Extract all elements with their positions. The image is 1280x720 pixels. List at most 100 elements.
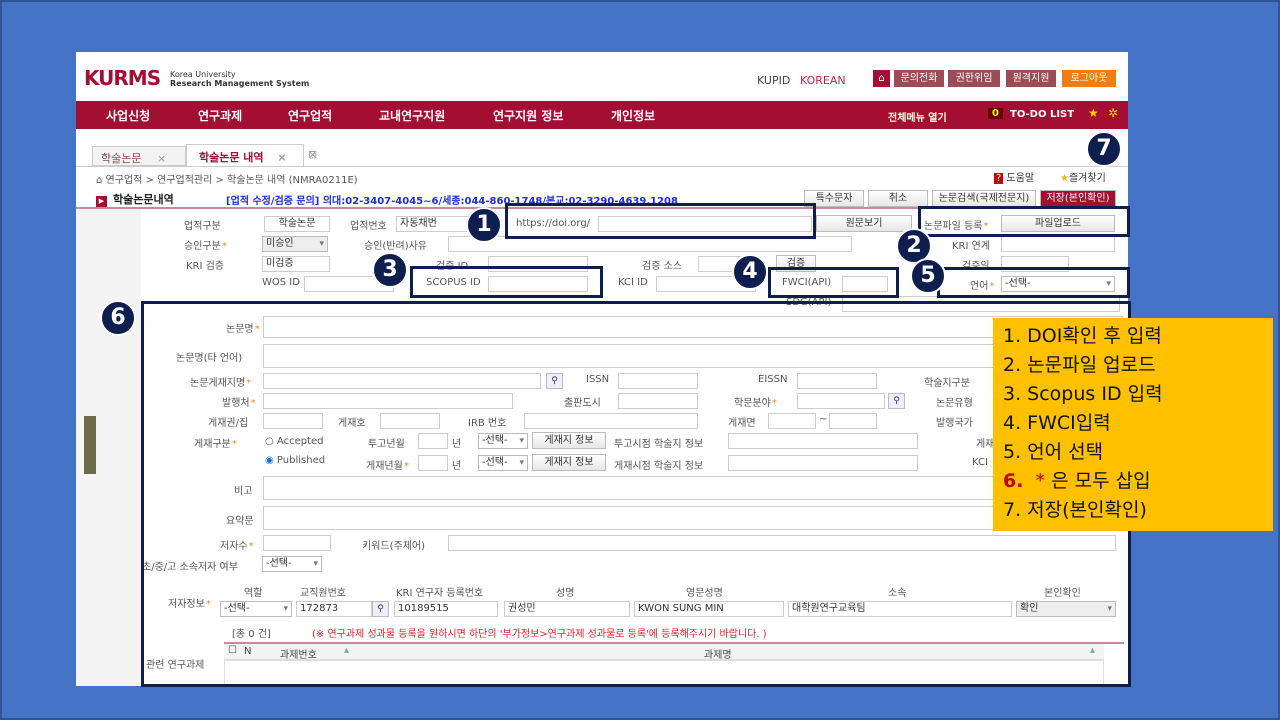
special-char-button[interactable]: 특수문자 [804,190,864,207]
kupid-link[interactable]: KUPID [757,74,791,87]
label: 투고년월 [368,439,405,450]
journal-info-button[interactable]: 게재지 정보 [532,454,606,471]
tab-papers[interactable]: 학술논문 × [92,146,186,166]
nav-item[interactable]: 연구지원 정보 [493,109,564,123]
submit-year-input[interactable] [418,433,448,449]
help-link[interactable]: ? 도움말 [994,173,1035,184]
journal-input[interactable] [263,373,541,389]
submit-info-input[interactable] [728,433,918,449]
column-header[interactable]: 과제번호 [280,650,317,661]
school-author-select[interactable]: -선택- [262,556,322,572]
nav-item[interactable]: 연구업적 [288,109,333,123]
volume-input[interactable] [263,413,323,429]
search-icon[interactable]: ⚲ [546,373,563,389]
select-all-checkbox[interactable]: ☐ [228,645,237,656]
title-other-input[interactable] [263,344,1123,368]
search-icon[interactable]: ⚲ [888,393,905,409]
callout-number: 5 [910,258,946,294]
doi-input[interactable] [598,216,812,232]
irb-input[interactable] [524,413,698,429]
pub-year-input[interactable] [418,455,448,471]
affiliation-input[interactable]: 대학원연구교육팀 [788,601,1012,617]
divider [76,166,1128,167]
instruction-item: 3. Scopus ID 입력 [1003,383,1163,405]
sort-icon[interactable]: ▴ [344,645,350,656]
role-select[interactable]: -선택- [220,601,292,617]
fwci-input[interactable] [842,276,888,292]
callout-box-file [918,206,1130,237]
approval-select[interactable]: 미승인 [262,236,328,252]
kri-link-input[interactable] [1001,236,1115,252]
callout-number: 6 [100,300,136,336]
nav-item[interactable]: 개인정보 [611,109,656,123]
abstract-input[interactable] [263,506,1123,530]
label: 저자정보 [168,595,211,610]
sort-icon[interactable]: ▴ [1090,645,1096,656]
label: 논문게재지명 [190,374,251,389]
close-all-tabs-icon[interactable]: ⊠ [308,148,318,161]
confirm-select[interactable]: 확인 [1016,601,1116,617]
name-input[interactable]: 권성민 [504,601,630,617]
sidebar-toggle[interactable] [84,416,96,474]
journal-info-button[interactable]: 게재지 정보 [532,432,606,449]
pub-month-select[interactable]: -선택- [478,455,528,471]
todo-list-button[interactable]: TO-DO LIST [1010,109,1075,120]
column-header[interactable]: 과제명 [704,650,732,661]
kurms-window: KURMS Korea University Research Managemen… [76,52,1128,686]
label: 비고 [234,486,253,497]
column-header: 소속 [888,588,907,599]
delegate-button[interactable]: 권한위임 [948,70,1000,87]
search-icon[interactable]: ⚲ [372,601,389,617]
remote-button[interactable]: 원격지원 [1006,70,1056,87]
nav-item[interactable]: 사업신청 [106,109,151,123]
label: 저자수 [220,537,254,552]
keywords-input[interactable] [448,535,1116,551]
page-start-input[interactable] [768,413,816,429]
view-original-button[interactable]: 원문보기 [816,215,912,232]
pub-city-input[interactable] [618,393,698,409]
field-input[interactable] [797,393,885,409]
cancel-button[interactable]: 취소 [868,190,928,207]
accepted-radio[interactable]: ○ Accepted [265,436,324,447]
project-notice: (※ 연구과제 성과물 등록을 원하시면 하단의 '부가정보>연구과제 성과물로… [312,629,767,640]
callout-box-required [141,301,1131,687]
gear-icon[interactable]: ✲ [1108,106,1119,120]
remarks-input[interactable] [263,476,1123,500]
full-menu-button[interactable]: 전체메뉴 열기 [888,113,947,124]
emp-no-input[interactable]: 172873 [296,601,372,617]
eng-name-input[interactable]: KWON SUNG MIN [634,601,784,617]
published-radio[interactable]: ◉ Published [265,455,326,466]
issue-input[interactable] [380,413,440,429]
language-toggle[interactable]: KOREAN [800,74,846,87]
kri-verify-field: 미검증 [262,256,330,272]
scopus-id-input[interactable] [488,276,588,292]
nav-item[interactable]: 교내연구지원 [379,109,446,123]
save-button[interactable]: 저장(본인확인) [1040,190,1116,207]
pub-info-input[interactable] [728,455,918,471]
favorite-link[interactable]: ★즐겨찾기 [1060,173,1106,184]
label: KCI ID [618,277,648,288]
instruction-item: 4. FWCI입력 [1003,412,1111,434]
file-upload-button[interactable]: 파일업로드 [1001,215,1115,232]
submit-month-select[interactable]: -선택- [478,433,528,449]
page-end-input[interactable] [829,413,877,429]
kri-no-input[interactable]: 10189515 [394,601,498,617]
publisher-input[interactable] [263,393,513,409]
star-icon[interactable]: ★ [1088,106,1099,120]
logout-button[interactable]: 로그아웃 [1062,70,1116,87]
eissn-input[interactable] [797,373,877,389]
issn-input[interactable] [618,373,698,389]
inquiry-button[interactable]: 문의전화 [894,70,944,87]
author-count-input[interactable] [263,535,331,551]
intl-search-button[interactable]: 논문검색(국제전문지) [932,190,1036,207]
label: KRI 검증 [186,261,225,272]
callout-number: 4 [732,254,768,290]
nav-item[interactable]: 연구과제 [198,109,243,123]
label: 게재 [976,439,995,450]
label: 발행처 [222,394,256,409]
language-select[interactable]: -선택- [1001,276,1115,292]
column-header: KRI 연구자 등록번호 [396,588,484,599]
tab-paper-detail[interactable]: 학술논문 내역 × [186,144,304,166]
home-icon[interactable]: ⌂ [873,70,890,87]
label: 언어 [970,277,994,292]
